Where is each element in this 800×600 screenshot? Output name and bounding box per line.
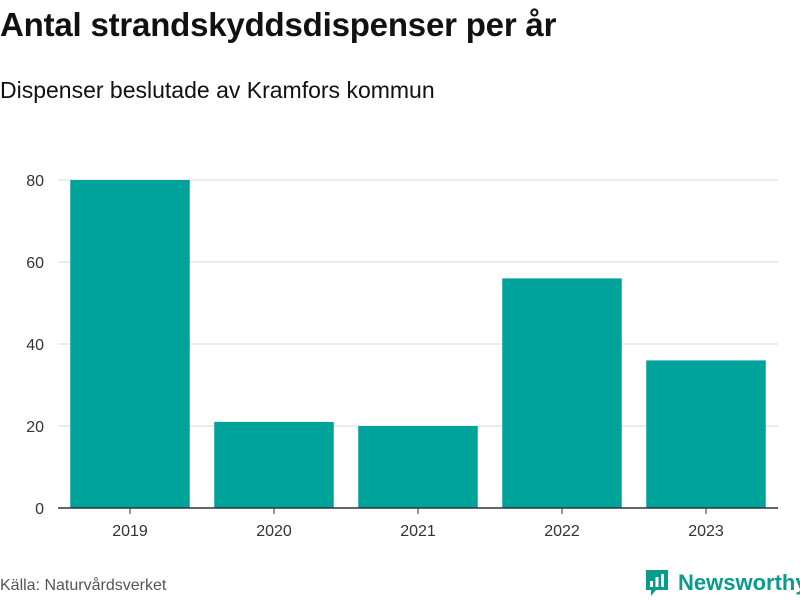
bar-2022 bbox=[502, 278, 622, 508]
chart-subtitle: Dispenser beslutade av Kramfors kommun bbox=[0, 77, 435, 103]
source-note: Källa: Naturvårdsverket bbox=[0, 577, 167, 594]
y-tick-label: 60 bbox=[26, 255, 44, 272]
y-tick-label: 0 bbox=[35, 501, 44, 518]
y-tick-label: 40 bbox=[26, 337, 44, 354]
x-tick-label: 2020 bbox=[256, 523, 292, 540]
bar-2020 bbox=[214, 421, 334, 508]
x-tick-label: 2022 bbox=[544, 523, 580, 540]
x-tick-label: 2023 bbox=[688, 523, 724, 540]
bar-2023 bbox=[646, 360, 766, 508]
y-tick-label: 80 bbox=[26, 173, 44, 190]
x-tick-label: 2021 bbox=[400, 523, 436, 540]
chart-title: Antal strandskyddsdispenser per år bbox=[0, 6, 557, 43]
bar-2021 bbox=[358, 426, 478, 508]
x-tick-label: 2019 bbox=[112, 523, 148, 540]
brand-logo: Newsworthy bbox=[644, 568, 800, 598]
brand-name: Newsworthy bbox=[678, 570, 800, 595]
newsworthy-logo-icon bbox=[646, 570, 668, 596]
bar-2019 bbox=[70, 180, 190, 508]
y-tick-label: 20 bbox=[26, 419, 44, 436]
